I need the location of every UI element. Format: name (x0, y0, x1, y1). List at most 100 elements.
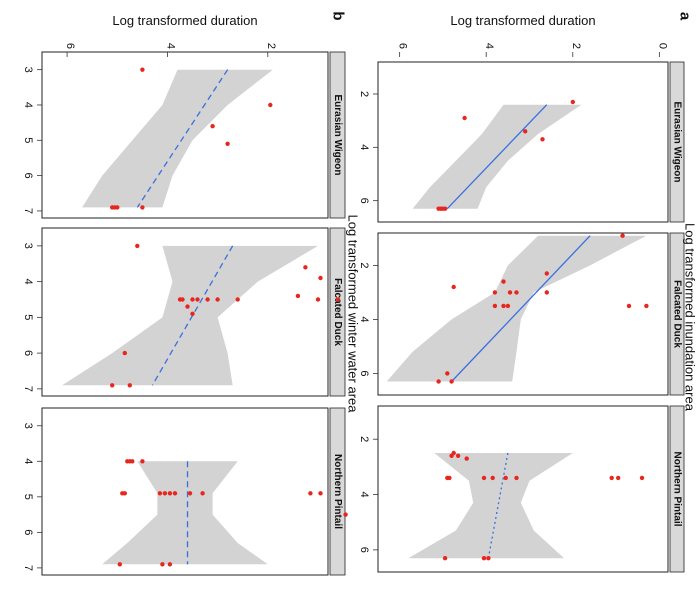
data-point (162, 491, 168, 496)
x-tick-label: 6 (22, 529, 34, 535)
data-point (449, 379, 454, 384)
facet-strip (669, 61, 685, 223)
facet-strip (669, 232, 685, 396)
data-point (343, 512, 348, 517)
data-point (449, 453, 454, 458)
x-tick-label: 7 (22, 208, 34, 214)
data-point (127, 459, 132, 464)
data-point (616, 475, 621, 481)
x-tick-label: 6 (22, 173, 34, 179)
data-point (318, 275, 323, 281)
data-point (127, 383, 132, 388)
confidence-band (386, 235, 647, 382)
data-point (185, 304, 190, 309)
data-point (639, 475, 645, 481)
facet-strip (329, 407, 346, 576)
facet-strip-label: Eurasian Wigeon (332, 94, 343, 175)
facet-strip-label: Falcated Duck (672, 280, 683, 348)
data-point (440, 206, 446, 211)
facet-strip-label: Northern Pintail (672, 451, 683, 526)
y-tick-label: 2 (570, 43, 582, 49)
data-point (167, 562, 173, 567)
data-point (268, 102, 273, 108)
data-point (235, 297, 240, 302)
y-axis-label: Log transformed duration (112, 13, 257, 28)
x-tick-label: 4 (358, 144, 370, 150)
data-point (172, 491, 178, 496)
data-point (442, 556, 448, 561)
x-tick-label: 7 (22, 565, 34, 571)
axes (37, 52, 660, 569)
facet-strip-label: Eurasian Wigeon (672, 101, 683, 182)
data-point (503, 475, 508, 481)
data-point (225, 141, 230, 146)
data-point (160, 562, 165, 567)
data-point (514, 475, 519, 481)
data-point (523, 129, 528, 134)
y-tick-label: 4 (483, 43, 495, 49)
facet-strip (329, 227, 346, 397)
x-tick-label: 2 (358, 91, 370, 97)
data-point (110, 205, 115, 210)
x-tick-label: 4 (22, 458, 34, 464)
data-point (190, 297, 195, 302)
data-point (335, 297, 341, 302)
x-tick-label: 6 (22, 350, 34, 356)
x-tick-label: 5 (22, 494, 34, 500)
confidence-band (62, 245, 318, 386)
data-point (544, 271, 549, 276)
data-point (117, 562, 123, 567)
x-tick-label: 5 (22, 137, 34, 143)
data-point (187, 491, 193, 496)
facet-strip (669, 405, 685, 573)
data-point (570, 99, 575, 105)
data-point (540, 137, 545, 142)
facet-frame (41, 227, 329, 397)
x-tick-label: 2 (358, 436, 370, 442)
facet-frame (41, 51, 329, 219)
data-point (210, 124, 215, 129)
fit-line (451, 235, 591, 382)
data-point (436, 206, 441, 211)
y-tick-label: 4 (164, 43, 176, 49)
data-point (492, 303, 498, 309)
y-tick-label: 6 (397, 43, 409, 49)
data-point (215, 297, 220, 302)
data-point (200, 491, 205, 496)
data-point (490, 475, 495, 481)
data-point (505, 303, 511, 309)
data-point (626, 303, 632, 309)
x-tick-label: 2 (358, 262, 370, 268)
data-point (455, 453, 461, 458)
labels: 0 2 4 6 2 4 6 2 4 6 2 4 6 Log transformed inundation … (22, 11, 698, 571)
x-tick-label: 6 (358, 370, 370, 376)
x-tick-label: 3 (22, 67, 34, 73)
facet-strips: Eurasian Wigeon Falcated Duck Northern Pin… (329, 51, 685, 576)
data-point (492, 290, 498, 295)
data-point (445, 475, 450, 481)
y-tick-label: 0 (656, 43, 668, 49)
x-tick-label: 3 (22, 243, 34, 249)
data-point (177, 297, 183, 302)
data-point (190, 311, 195, 316)
data-point (140, 205, 145, 210)
x-tick-label: 4 (22, 102, 34, 108)
y-axis-label: Log transformed duration (450, 13, 595, 28)
data-point (157, 491, 163, 496)
data-point (110, 383, 115, 388)
x-tick-label: 4 (358, 316, 370, 322)
data-point (140, 459, 145, 464)
facet-frames (41, 51, 669, 576)
data-points (110, 67, 649, 567)
data-point (445, 371, 450, 376)
fit-line (136, 69, 229, 208)
data-point (501, 279, 506, 284)
x-tick-label: 5 (22, 314, 34, 320)
y-tick-label: 2 (265, 43, 277, 49)
panel-label: a (677, 12, 694, 21)
fit-line (446, 104, 548, 210)
data-point (295, 293, 301, 299)
data-point (318, 491, 323, 496)
data-point (620, 233, 625, 238)
data-point (486, 556, 491, 561)
